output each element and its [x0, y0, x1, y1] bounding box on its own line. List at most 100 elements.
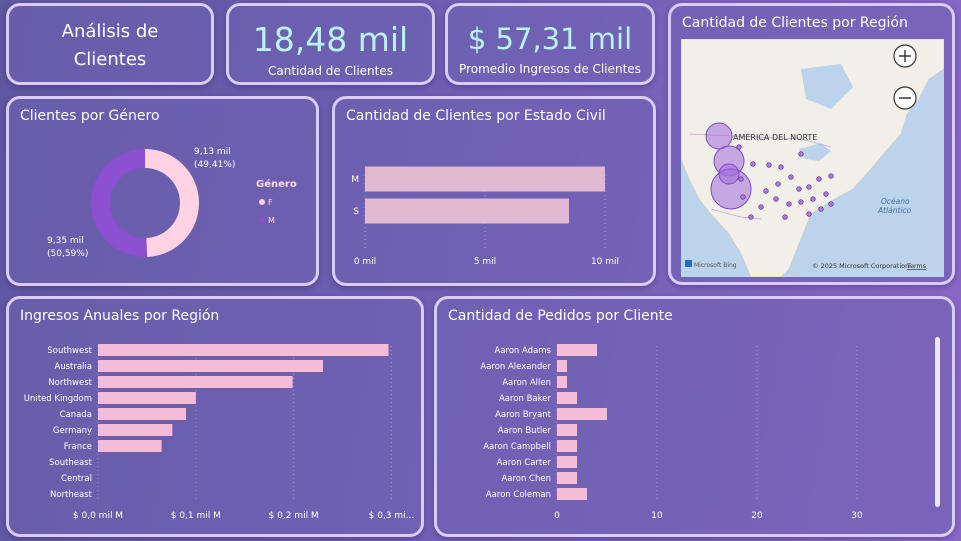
map-bubble[interactable] — [766, 162, 772, 168]
category-label: Aaron Coleman — [486, 490, 551, 500]
gender-donut-chart[interactable]: 9,13 mil (49,41%) 9,35 mil (50,59%) Géne… — [9, 131, 316, 281]
gender-label-m-pct: (50,59%) — [47, 249, 88, 259]
donut-slice-f[interactable] — [145, 149, 199, 257]
category-label: Northwest — [48, 378, 92, 388]
map-bubble[interactable] — [740, 194, 746, 200]
bar[interactable] — [98, 344, 389, 356]
map-bubble[interactable] — [775, 181, 781, 187]
category-label: Aaron Chen — [501, 474, 551, 484]
gender-title: Clientes por Género — [20, 108, 160, 124]
map-bubble[interactable] — [796, 186, 802, 192]
marital-card[interactable]: Cantidad de Clientes por Estado Civil 0 … — [332, 96, 656, 286]
bar[interactable] — [98, 440, 162, 452]
bar[interactable] — [365, 198, 569, 224]
bar[interactable] — [557, 424, 577, 436]
kpi-customers-card[interactable]: 18,48 mil Cantidad de Clientes — [226, 3, 435, 85]
map-attribution: © 2025 Microsoft Corporation — [812, 262, 909, 270]
bar[interactable] — [557, 360, 567, 372]
map-bubble[interactable] — [806, 184, 812, 190]
category-label: Aaron Alexander — [480, 362, 551, 372]
bar[interactable] — [557, 440, 577, 452]
map-bubble[interactable] — [828, 173, 834, 179]
map-bubble[interactable] — [748, 214, 754, 220]
kpi-income-label: Promedio Ingresos de Clientes — [459, 62, 641, 76]
x-tick-label: 10 mil — [591, 257, 619, 267]
x-tick-label: 0 mil — [354, 257, 376, 267]
plus-icon — [899, 50, 911, 62]
bar[interactable] — [557, 408, 607, 420]
map-bubble[interactable] — [778, 164, 784, 170]
category-label: Southeast — [49, 458, 93, 468]
bar[interactable] — [365, 166, 605, 192]
legend-label-f: F — [268, 198, 273, 207]
gender-card[interactable]: Clientes por Género 9,13 mil (49,41%) 9,… — [6, 96, 319, 286]
category-label: Southwest — [47, 346, 92, 356]
gender-label-f-value: 9,13 mil — [194, 147, 231, 157]
map-visual[interactable]: AMÉRICA DEL NORTE Océano Atlántico Micro… — [681, 39, 944, 277]
bar[interactable] — [557, 376, 567, 388]
map-bubble[interactable] — [828, 201, 834, 207]
orders-scrollbar[interactable] — [935, 337, 940, 507]
map-bubble[interactable] — [763, 188, 769, 194]
legend-item-f[interactable]: F — [259, 198, 273, 207]
map-bubble[interactable] — [786, 201, 792, 207]
bar[interactable] — [98, 392, 196, 404]
map-bubbles[interactable] — [705, 122, 834, 220]
x-tick-label: $ 0,1 mil M — [171, 511, 221, 521]
bar[interactable] — [557, 472, 577, 484]
dashboard-title: Análisis de Clientes — [61, 21, 159, 70]
map-hudson-bay — [801, 64, 853, 109]
bar[interactable] — [557, 392, 577, 404]
map-bubble[interactable] — [718, 163, 740, 185]
bar[interactable] — [557, 344, 597, 356]
category-label: Aaron Allen — [502, 378, 551, 388]
map-bubble[interactable] — [798, 199, 804, 205]
x-tick-label: 5 mil — [474, 257, 496, 267]
x-tick-label: 30 — [851, 511, 863, 521]
bar[interactable] — [98, 360, 323, 372]
bar[interactable] — [557, 488, 587, 500]
map-ocean-label-1: Océano — [881, 197, 910, 206]
bar[interactable] — [98, 424, 173, 436]
marital-bar-chart[interactable]: 0 mil 5 mil 10 mil M S — [335, 132, 653, 282]
map-bubble[interactable] — [788, 174, 794, 180]
bar[interactable] — [557, 456, 577, 468]
x-tick-label: $ 0,3 mi... — [369, 511, 415, 521]
map-bubble[interactable] — [738, 176, 744, 182]
x-tick-label: $ 0,0 mil M — [73, 511, 123, 521]
zoom-out-button[interactable] — [893, 86, 917, 110]
region-income-bar-chart[interactable]: $ 0,0 mil M $ 0,1 mil M $ 0,2 mil M $ 0,3 m… — [9, 333, 421, 536]
map-bubble[interactable] — [798, 151, 804, 157]
map-title: Cantidad de Clientes por Región — [682, 15, 908, 31]
category-label: Aaron Adams — [494, 346, 551, 356]
category-label: Aaron Bryant — [495, 410, 552, 420]
map-bubble[interactable] — [823, 191, 829, 197]
category-label: Germany — [53, 426, 92, 436]
gender-label-f-pct: (49,41%) — [194, 160, 235, 170]
map-bubble[interactable] — [758, 204, 764, 210]
zoom-in-button[interactable] — [893, 44, 917, 68]
orders-card[interactable]: Cantidad de Pedidos por Cliente 0 10 20 30 A… — [434, 296, 955, 537]
donut-slice-m[interactable] — [90, 149, 148, 257]
region-income-card[interactable]: Ingresos Anuales por Región $ 0,0 mil M $… — [6, 296, 424, 537]
map-bubble[interactable] — [773, 196, 779, 202]
category-label: Aaron Butler — [498, 426, 552, 436]
map-bubble[interactable] — [810, 196, 816, 202]
kpi-income-card[interactable]: $ 57,31 mil Promedio Ingresos de Cliente… — [445, 3, 655, 85]
map-bubble[interactable] — [806, 211, 812, 217]
map-bubble[interactable] — [705, 122, 733, 150]
map-bubble[interactable] — [736, 144, 742, 150]
map-bubble[interactable] — [782, 214, 788, 220]
marital-title: Cantidad de Clientes por Estado Civil — [346, 108, 606, 124]
category-label: United Kingdom — [24, 394, 92, 404]
map-bubble[interactable] — [816, 176, 822, 182]
bar[interactable] — [98, 408, 187, 420]
map-card[interactable]: Cantidad de Clientes por Región AMÉRICA … — [668, 3, 955, 285]
map-bubble[interactable] — [750, 161, 756, 167]
map-bubble[interactable] — [818, 206, 824, 212]
orders-bar-chart[interactable]: 0 10 20 30 Aaron Adams Aaron Alexander Aaron A… — [437, 333, 932, 536]
bar[interactable] — [98, 376, 293, 388]
legend-item-m[interactable]: M — [259, 216, 275, 225]
x-tick-label: 0 — [554, 511, 560, 521]
map-terms-link[interactable]: Terms — [906, 262, 927, 270]
